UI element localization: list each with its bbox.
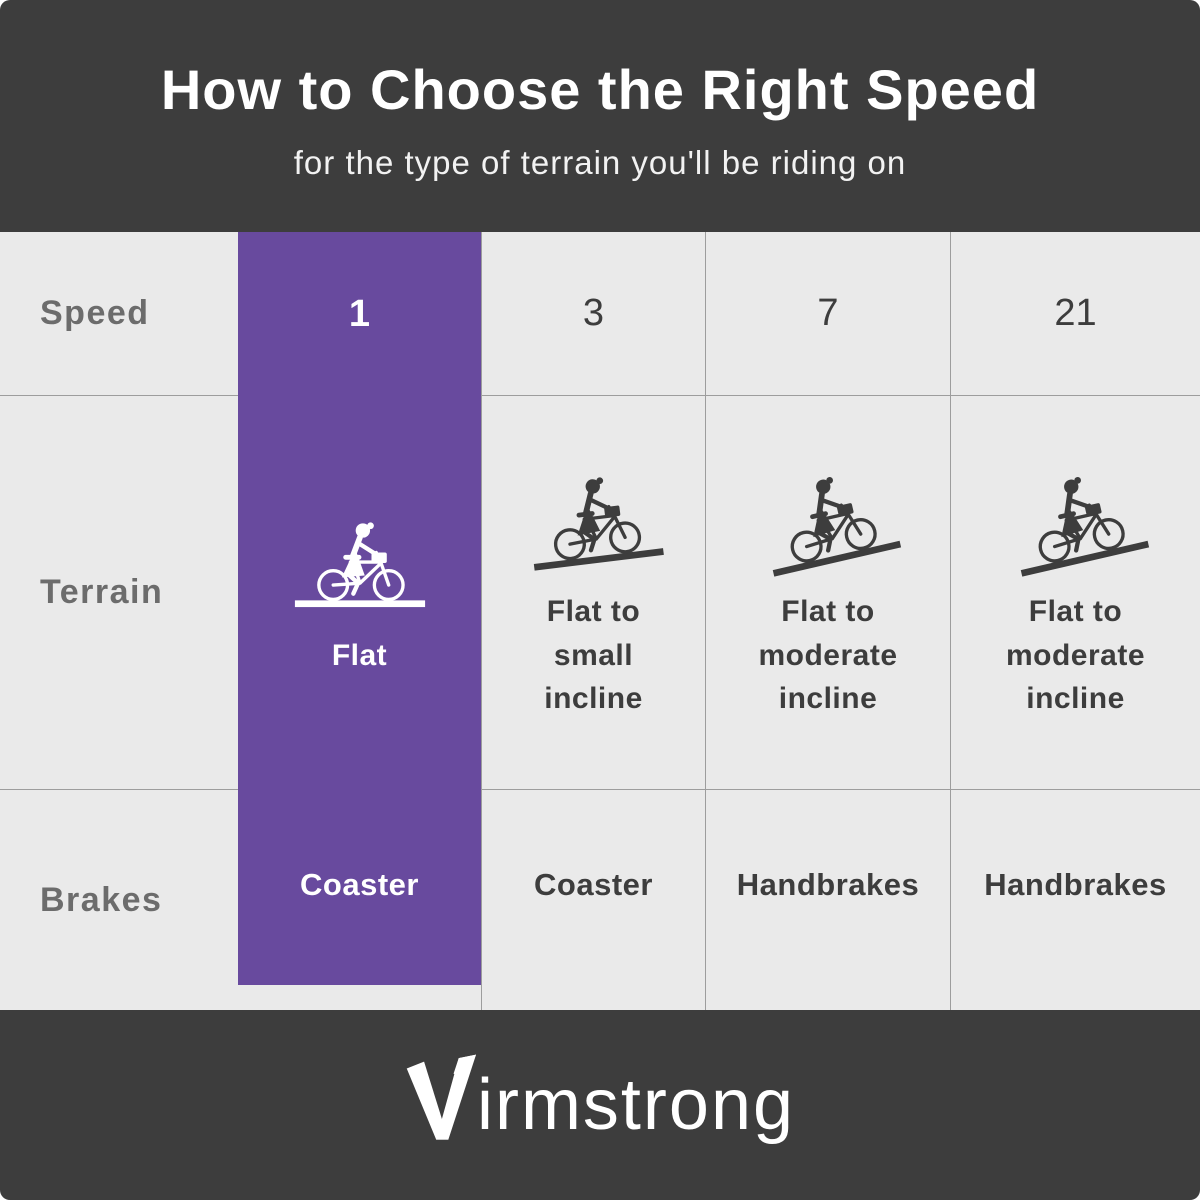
row-label-speed: Speed (0, 232, 238, 396)
terrain-label: Flat to moderate incline (1005, 595, 1146, 716)
bicycle-rider-moderate-incline-icon (750, 451, 906, 590)
page-title: How to Choose the Right Speed (160, 57, 1040, 121)
row-label-brakes: Brakes (40, 880, 163, 919)
header: How to Choose the Right Speed for the ty… (0, 0, 1200, 232)
terrain-cell-speed3: Flat to small incline (481, 396, 705, 790)
terrain-cell-speed1: Flat (238, 396, 481, 790)
terrain-label: Flat to small incline (544, 595, 643, 716)
footer: irmstrong (0, 1010, 1200, 1200)
speed-value-7: 7 (705, 232, 950, 396)
terrain-label: Flat to moderate incline (758, 595, 898, 716)
bicycle-rider-moderate-incline-icon (998, 451, 1154, 590)
terrain-cell-speed7: Flat to moderate incline (705, 396, 950, 790)
terrain-cell-speed21: Flat to moderate incline (950, 396, 1200, 790)
brand-logo: irmstrong (405, 1054, 796, 1146)
row-label-terrain: Terrain (0, 396, 238, 790)
brand-wordmark: irmstrong (476, 1065, 796, 1145)
brakes-value-speed1: Coaster (300, 867, 419, 902)
page-subtitle: for the type of terrain you'll be riding… (293, 143, 907, 181)
highlight-column-band (238, 232, 481, 985)
bicycle-rider-small-incline-icon (520, 457, 667, 584)
firmstrong-logo-mark (406, 1054, 477, 1140)
speed-value-3: 3 (481, 232, 705, 396)
terrain-label: Flat (331, 639, 388, 673)
speed-value-1: 1 (348, 292, 371, 335)
comparison-table: Speed 1 3 7 21 Terrain Flat Flat to smal… (0, 232, 1200, 1010)
brakes-value-speed21: Handbrakes (950, 790, 1200, 1010)
speed-value-21: 21 (950, 232, 1200, 396)
bicycle-rider-flat-icon (293, 508, 427, 620)
brakes-value-speed3: Coaster (481, 790, 705, 1010)
brakes-value-speed7: Handbrakes (705, 790, 950, 1010)
